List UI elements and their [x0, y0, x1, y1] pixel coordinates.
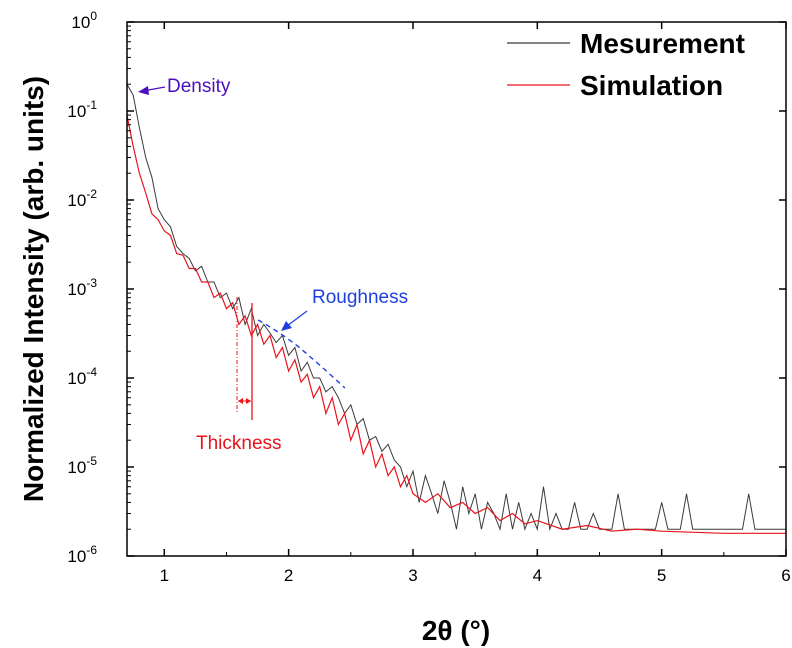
- density-label: Density: [167, 76, 231, 97]
- x-axis-title: 2θ (°): [422, 615, 490, 646]
- legend-label: Mesurement: [580, 28, 745, 59]
- roughness-label: Roughness: [312, 287, 408, 308]
- y-tick-label: 10-4: [67, 365, 97, 388]
- series-line-simulation: [127, 115, 786, 533]
- y-tick-label: 10-1: [67, 98, 97, 121]
- plot-frame: [127, 22, 786, 556]
- roughness-arrow-line: [287, 311, 307, 326]
- x-tick-label: 2: [284, 566, 293, 585]
- thickness-label: Thickness: [196, 433, 282, 454]
- density-arrowhead: [138, 86, 149, 95]
- x-tick-label: 1: [160, 566, 169, 585]
- x-tick-label: 3: [408, 566, 417, 585]
- x-tick-label: 4: [533, 566, 542, 585]
- y-tick-label: 100: [71, 9, 97, 32]
- roughness-arrowhead: [281, 321, 292, 331]
- legend-label: Simulation: [580, 70, 723, 101]
- y-tick-label: 10-2: [67, 187, 97, 210]
- x-tick-label: 6: [781, 566, 790, 585]
- x-tick-label: 5: [657, 566, 666, 585]
- thickness-arrowhead-right: [246, 398, 251, 404]
- y-tick-label: 10-5: [67, 454, 97, 477]
- y-tick-label: 10-3: [67, 276, 97, 299]
- roughness-envelope: [258, 320, 345, 388]
- y-axis-title: Normalized Intensity (arb. units): [18, 76, 49, 502]
- y-tick-label: 10-6: [67, 543, 97, 566]
- thickness-arrowhead-left: [238, 398, 243, 404]
